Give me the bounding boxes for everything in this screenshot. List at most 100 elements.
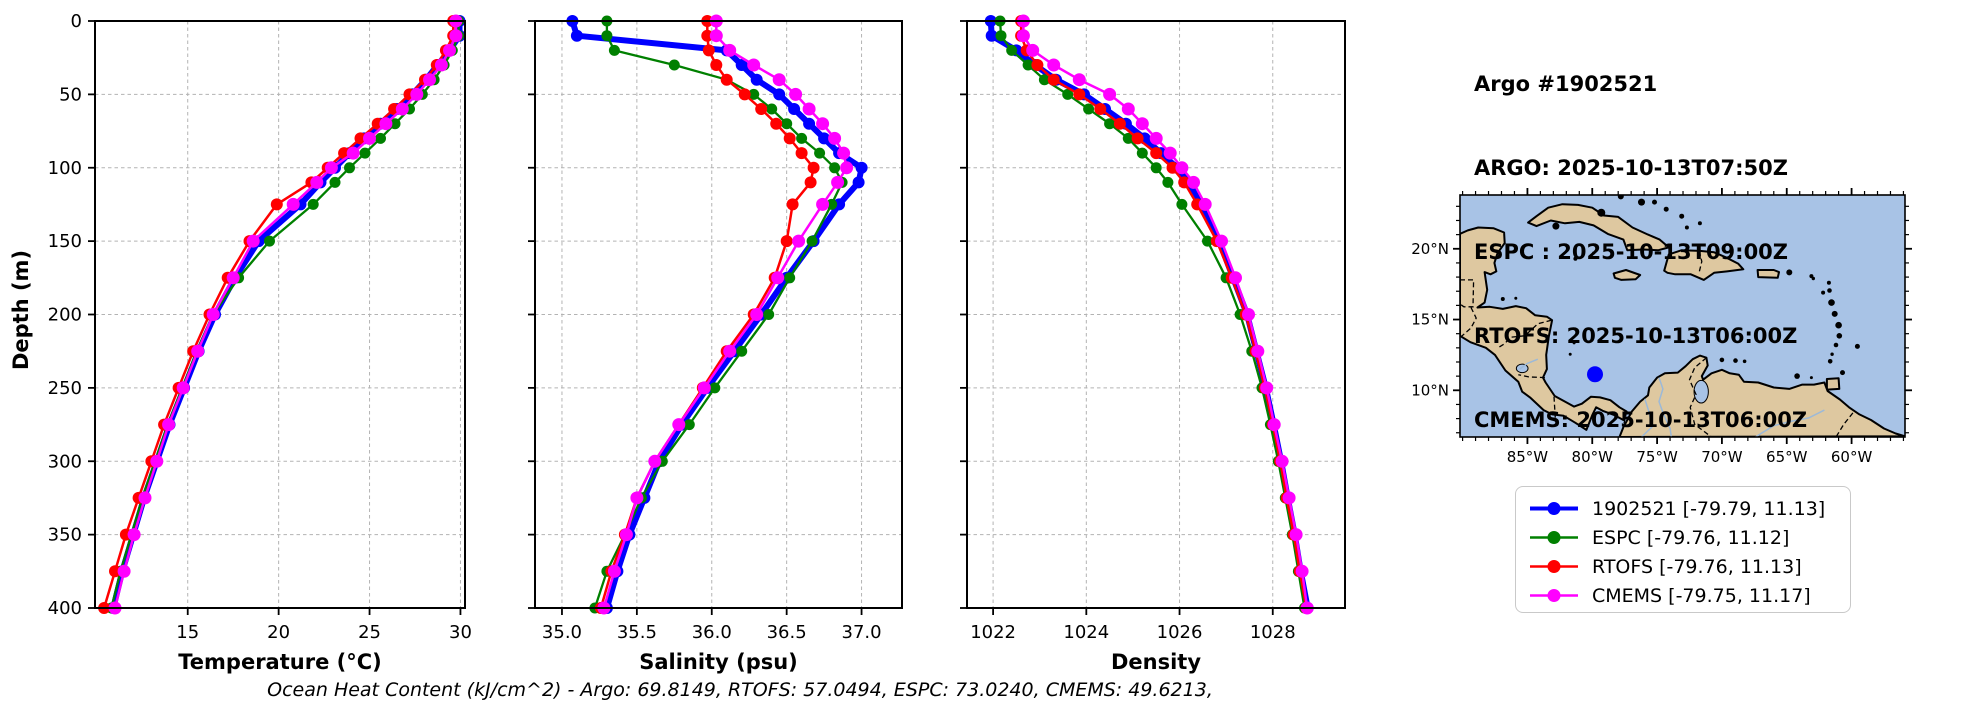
depth-axis-label: Depth (m) — [9, 250, 33, 370]
svg-text:36.5: 36.5 — [767, 622, 807, 643]
svg-text:300: 300 — [48, 451, 82, 472]
svg-text:200: 200 — [48, 305, 82, 326]
legend-label: ESPC [-79.76, 11.12] — [1592, 526, 1790, 549]
svg-text:20: 20 — [267, 622, 290, 643]
svg-text:100: 100 — [48, 158, 82, 179]
svg-text:50: 50 — [59, 84, 82, 105]
svg-text:15°N: 15°N — [1411, 311, 1449, 329]
svg-text:Salinity (psu): Salinity (psu) — [639, 650, 798, 674]
small-island — [1568, 352, 1572, 356]
legend-item-argo: 1902521 [-79.79, 11.13] — [1528, 494, 1850, 523]
landmass — [1612, 269, 1642, 281]
landmass — [1756, 269, 1780, 279]
small-island — [1697, 221, 1702, 226]
small-island — [1684, 225, 1689, 230]
country-border — [1460, 307, 1477, 337]
country-border — [1496, 319, 1552, 350]
temperature-chart: 15 20 25 30050100150200250300350400Temperat… — [9, 11, 472, 674]
small-island — [1733, 358, 1738, 363]
svg-text:0: 0 — [71, 11, 82, 32]
legend-line-dot-icon — [1530, 502, 1578, 515]
header-time-espc: ESPC : 2025-10-13T09:00Z — [1474, 240, 1789, 264]
legend-line-dot-icon — [1530, 531, 1578, 544]
svg-text:75°W: 75°W — [1636, 448, 1678, 466]
river — [1640, 398, 1653, 437]
small-island — [1833, 342, 1839, 348]
svg-text:10°N: 10°N — [1411, 381, 1449, 399]
landmass — [1460, 226, 1628, 431]
svg-text:1024: 1024 — [1063, 622, 1109, 643]
small-island — [1514, 296, 1518, 300]
small-island — [1827, 359, 1833, 364]
legend-label: 1902521 [-79.79, 11.13] — [1592, 497, 1826, 520]
svg-text:1022: 1022 — [970, 622, 1016, 643]
legend-line-dot-icon — [1530, 589, 1578, 602]
header-time-cmems: CMEMS: 2025-10-13T06:00Z — [1474, 408, 1808, 432]
river — [1755, 409, 1825, 437]
small-island — [1719, 357, 1725, 363]
landmass — [1825, 377, 1841, 391]
river — [1658, 377, 1673, 437]
svg-text:37.0: 37.0 — [842, 622, 882, 643]
small-island — [1617, 195, 1624, 200]
header-time-argo: ARGO: 2025-10-13T07:50Z — [1474, 156, 1788, 180]
series-cmems — [597, 14, 854, 615]
small-island — [1854, 343, 1860, 349]
legend-label: CMEMS [-79.75, 11.17] — [1592, 584, 1811, 607]
svg-text:350: 350 — [48, 525, 82, 546]
svg-text:150: 150 — [48, 231, 82, 252]
country-border — [1623, 411, 1628, 424]
svg-text:35.0: 35.0 — [542, 622, 582, 643]
svg-text:250: 250 — [48, 378, 82, 399]
svg-text:36.0: 36.0 — [692, 622, 732, 643]
station-header: Argo #1902521 ARGO: 2025-10-13T07:50Z ES… — [1474, 14, 1944, 490]
svg-text:15: 15 — [176, 622, 199, 643]
svg-text:1028: 1028 — [1250, 622, 1296, 643]
svg-text:Temperature (°C): Temperature (°C) — [178, 650, 381, 674]
lake — [1693, 379, 1709, 404]
country-border — [1835, 412, 1854, 437]
small-island — [1573, 256, 1578, 261]
small-island — [1572, 341, 1576, 345]
small-island — [1826, 280, 1831, 285]
small-island — [1835, 321, 1842, 329]
svg-text:20°N: 20°N — [1411, 240, 1449, 258]
small-island — [1742, 359, 1747, 364]
density-chart: 1022 1024 1026 1028 Density — [960, 14, 1346, 674]
legend-item-cmems: CMEMS [-79.75, 11.17] — [1528, 581, 1850, 610]
small-island — [1663, 206, 1669, 212]
small-island — [1652, 199, 1657, 205]
small-island — [1811, 276, 1816, 281]
country-border — [1698, 250, 1703, 273]
small-island — [1821, 290, 1826, 295]
country-border — [1460, 279, 1475, 308]
landmass — [1663, 249, 1745, 281]
svg-text:70°W: 70°W — [1701, 448, 1743, 466]
svg-text:65°W: 65°W — [1766, 448, 1808, 466]
small-island — [1809, 376, 1813, 380]
river — [1519, 358, 1539, 370]
small-island — [1836, 333, 1843, 339]
small-island — [1794, 373, 1800, 379]
small-island — [1500, 297, 1505, 301]
svg-text:Density: Density — [1111, 650, 1201, 674]
svg-text:60°W: 60°W — [1831, 448, 1873, 466]
small-island — [1552, 222, 1560, 230]
small-island — [1831, 310, 1838, 317]
series-cmems — [108, 14, 463, 615]
svg-text:400: 400 — [48, 598, 82, 619]
country-border — [1518, 374, 1545, 379]
header-title: Argo #1902521 — [1474, 72, 1658, 96]
espc-line — [593, 19, 844, 610]
landmass — [1527, 203, 1670, 252]
float-position-dot — [1587, 366, 1603, 383]
country-border — [1553, 396, 1556, 418]
small-island — [1592, 251, 1596, 255]
legend-item-rtofs: RTOFS [-79.76, 11.13] — [1528, 552, 1850, 581]
map-legend: 1902521 [-79.79, 11.13] ESPC [-79.76, 11… — [1515, 486, 1851, 613]
small-island — [1828, 299, 1835, 306]
svg-text:30: 30 — [449, 622, 472, 643]
small-island — [1840, 370, 1845, 376]
